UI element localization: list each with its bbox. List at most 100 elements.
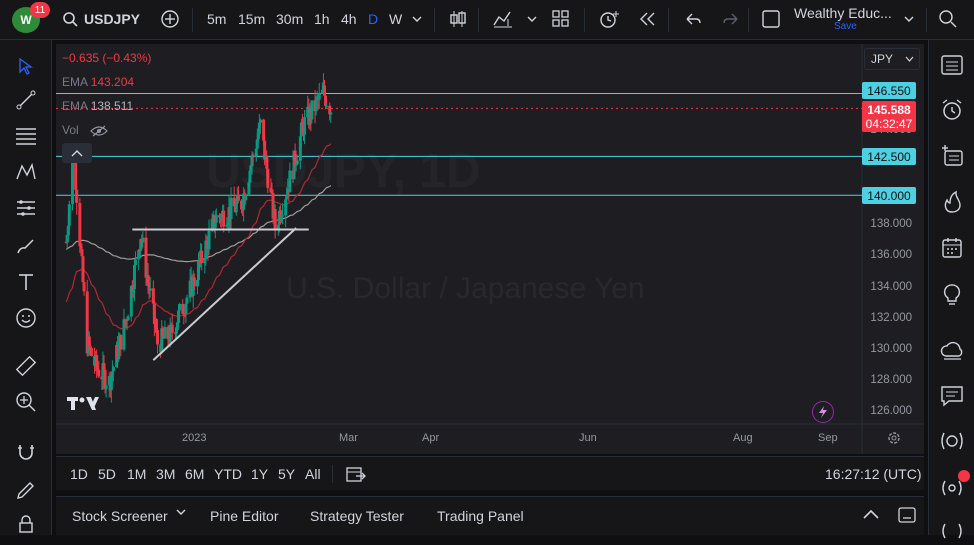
interval-30m[interactable]: 30m bbox=[276, 11, 304, 27]
expand-panel-button[interactable] bbox=[862, 508, 880, 520]
prediction-tool[interactable] bbox=[10, 194, 42, 222]
range-1d[interactable]: 1D bbox=[70, 466, 88, 482]
fib-tool[interactable] bbox=[10, 122, 42, 150]
candle-body bbox=[281, 215, 284, 217]
chart-pane[interactable]: −0.635 (−0.43%) EMA 143.204 EMA 138.511 … bbox=[56, 44, 924, 454]
chart-type-button[interactable] bbox=[448, 0, 468, 38]
hotlists-button[interactable] bbox=[936, 187, 968, 217]
range-6m[interactable]: 6M bbox=[185, 466, 205, 482]
goto-date-button[interactable] bbox=[346, 465, 366, 483]
help-button[interactable] bbox=[936, 426, 968, 456]
candle-body bbox=[299, 122, 303, 137]
volume-legend[interactable]: Vol bbox=[62, 123, 108, 137]
notifications-button[interactable] bbox=[936, 473, 968, 503]
lock-tool[interactable] bbox=[10, 510, 42, 538]
symbol-search[interactable]: USDJPY bbox=[62, 0, 140, 38]
interval-w[interactable]: W bbox=[389, 11, 403, 27]
zoom-tool[interactable] bbox=[10, 388, 42, 416]
zoom-in-icon bbox=[16, 392, 36, 412]
price-tick: 138.000 bbox=[870, 218, 912, 230]
brush-icon bbox=[17, 239, 34, 254]
search-icon bbox=[939, 10, 957, 28]
range-ytd[interactable]: YTD bbox=[214, 466, 242, 482]
layout-button[interactable] bbox=[762, 0, 780, 38]
candle-body bbox=[183, 313, 187, 315]
watchlist-button[interactable] bbox=[936, 50, 968, 80]
candle-body bbox=[104, 385, 108, 389]
ideas-button[interactable] bbox=[936, 280, 968, 310]
measure-lines-icon bbox=[17, 200, 35, 216]
currency-label: JPY bbox=[871, 52, 894, 66]
calendar-button[interactable] bbox=[936, 233, 968, 263]
save-label[interactable]: Save bbox=[834, 20, 857, 32]
eye-off-icon[interactable] bbox=[90, 125, 108, 137]
ema-fast-legend[interactable]: EMA 143.204 bbox=[62, 75, 134, 89]
tradingview-logo[interactable] bbox=[66, 394, 100, 412]
date-range-bar: 1D 5D 1M 3M 6M YTD 1Y 5Y All 16:27:12 (U… bbox=[56, 456, 924, 490]
redo-button[interactable] bbox=[722, 0, 740, 38]
range-all[interactable]: All bbox=[305, 466, 321, 482]
icons-tool[interactable] bbox=[10, 304, 42, 332]
candle-body bbox=[197, 261, 200, 280]
range-5y[interactable]: 5Y bbox=[278, 466, 296, 482]
maximize-panel-button[interactable] bbox=[898, 507, 916, 523]
magnet-tool[interactable] bbox=[10, 438, 42, 466]
flash-button[interactable] bbox=[812, 401, 834, 423]
ruler-tool[interactable] bbox=[10, 352, 42, 380]
range-1y[interactable]: 1Y bbox=[251, 466, 269, 482]
signal-question-icon bbox=[941, 432, 963, 450]
templates-button[interactable] bbox=[552, 0, 570, 38]
indicators-dropdown[interactable] bbox=[527, 0, 537, 38]
brush-tool[interactable] bbox=[10, 232, 42, 260]
undo-button[interactable] bbox=[684, 0, 702, 38]
more-button[interactable] bbox=[936, 515, 968, 545]
gear-icon bbox=[888, 432, 900, 444]
clock[interactable]: 16:27:12 (UTC) bbox=[825, 466, 922, 482]
indicators-button[interactable] bbox=[492, 0, 514, 38]
candle-body bbox=[139, 239, 143, 251]
tab-pine-editor[interactable]: Pine Editor bbox=[210, 508, 279, 524]
stay-drawing-tool[interactable] bbox=[10, 474, 42, 502]
candle-body bbox=[244, 194, 248, 201]
interval-dropdown[interactable] bbox=[412, 0, 422, 38]
data-window-button[interactable] bbox=[936, 140, 968, 170]
interval-15m[interactable]: 15m bbox=[238, 11, 266, 27]
text-tool[interactable] bbox=[10, 268, 42, 296]
cursor-tool[interactable] bbox=[10, 52, 42, 80]
streams-button[interactable] bbox=[936, 336, 968, 366]
tab-strategy-tester[interactable]: Strategy Tester bbox=[310, 508, 404, 524]
tab-stock-screener[interactable]: Stock Screener bbox=[72, 508, 168, 524]
collapse-legend-button[interactable] bbox=[62, 143, 92, 163]
ema-slow-legend[interactable]: EMA 138.511 bbox=[62, 99, 133, 113]
tab-trading-panel[interactable]: Trading Panel bbox=[437, 508, 524, 524]
candle-body bbox=[102, 363, 106, 370]
pattern-tool[interactable] bbox=[10, 158, 42, 186]
candle-body bbox=[74, 162, 78, 190]
interval-1h[interactable]: 1h bbox=[314, 11, 330, 27]
text-icon bbox=[19, 274, 33, 290]
range-1m[interactable]: 1M bbox=[127, 466, 147, 482]
candle-body bbox=[137, 249, 141, 260]
compare-button[interactable] bbox=[160, 0, 180, 38]
layout-dropdown[interactable] bbox=[904, 0, 914, 38]
currency-selector[interactable]: JPY bbox=[864, 48, 920, 70]
price-chart[interactable] bbox=[56, 44, 924, 454]
symbol-watermark: USDJPY, 1D bbox=[206, 144, 481, 199]
chats-button[interactable] bbox=[936, 381, 968, 411]
alert-button[interactable] bbox=[598, 0, 620, 38]
axis-settings-button[interactable] bbox=[886, 430, 902, 446]
candle-body bbox=[273, 209, 277, 229]
quick-search-button[interactable] bbox=[938, 0, 958, 38]
stock-screener-dropdown[interactable] bbox=[176, 508, 186, 516]
candle-body bbox=[286, 188, 290, 197]
interval-4h[interactable]: 4h bbox=[341, 11, 357, 27]
candle-body bbox=[151, 288, 155, 304]
interval-d[interactable]: D bbox=[368, 11, 379, 27]
layout-name[interactable]: Wealthy Educ... bbox=[794, 5, 892, 21]
range-5d[interactable]: 5D bbox=[98, 466, 116, 482]
trendline-tool[interactable] bbox=[10, 86, 42, 114]
alerts-button[interactable] bbox=[936, 95, 968, 125]
range-3m[interactable]: 3M bbox=[156, 466, 176, 482]
interval-5m[interactable]: 5m bbox=[207, 11, 227, 27]
replay-button[interactable] bbox=[638, 0, 658, 38]
